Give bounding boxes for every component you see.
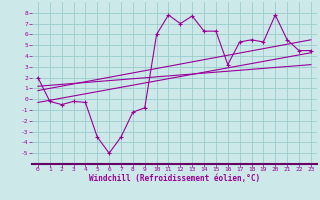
X-axis label: Windchill (Refroidissement éolien,°C): Windchill (Refroidissement éolien,°C) — [89, 174, 260, 183]
